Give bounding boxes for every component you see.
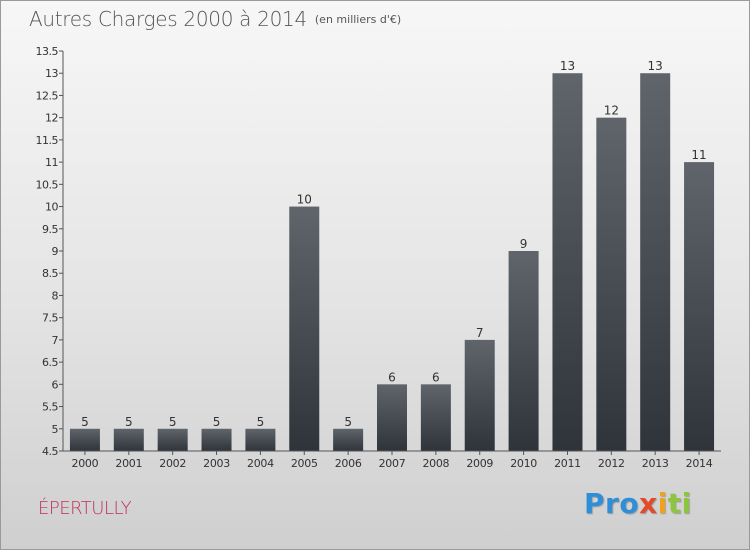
x-tick-label: 2001 — [115, 457, 142, 470]
bar-value-label: 6 — [388, 370, 396, 384]
x-tick-label: 2013 — [642, 457, 669, 470]
bar-value-label: 5 — [125, 415, 133, 429]
bar-value-label: 5 — [81, 415, 89, 429]
bar — [333, 428, 364, 451]
x-tick-label: 2011 — [554, 457, 581, 470]
bar — [377, 384, 407, 451]
bar — [289, 206, 320, 451]
bar-value-label: 13 — [560, 59, 575, 73]
y-tick-label: 11.5 — [36, 134, 59, 147]
y-tick-label: 9 — [52, 245, 59, 258]
bar-value-label: 5 — [344, 415, 352, 429]
y-tick-label: 5 — [52, 423, 59, 436]
y-tick-label: 9.5 — [42, 223, 58, 236]
chart-subtitle: (en milliers d'€) — [314, 13, 402, 26]
x-tick-label: 2003 — [203, 457, 230, 470]
logo-letter: P — [584, 487, 606, 520]
x-tick-label: 2007 — [379, 457, 406, 470]
chart-title: Autres Charges 2000 à 2014 — [29, 7, 307, 31]
x-tick-label: 2012 — [598, 457, 625, 470]
logo-letter: x — [639, 487, 658, 520]
proxiti-logo: Proxiti — [584, 487, 692, 520]
x-tick-label: 2000 — [72, 457, 99, 470]
x-tick-label: 2014 — [686, 457, 713, 470]
y-tick-label: 10 — [45, 201, 58, 214]
bar — [508, 251, 539, 451]
bar — [69, 428, 100, 451]
y-tick-label: 6.5 — [42, 356, 58, 369]
y-tick-label: 12.5 — [36, 89, 59, 102]
y-tick-label: 10.5 — [36, 178, 59, 191]
y-tick-label: 11 — [45, 156, 58, 169]
logo-letter: r — [605, 487, 620, 520]
y-tick-label: 5.5 — [42, 401, 58, 414]
bar — [684, 162, 715, 451]
y-tick-label: 12 — [45, 112, 58, 125]
y-tick-label: 6 — [52, 378, 59, 391]
x-tick-label: 2008 — [422, 457, 449, 470]
bar-value-label: 13 — [648, 59, 663, 73]
bar — [552, 73, 583, 451]
logo-letter: i — [657, 487, 668, 520]
bar — [157, 428, 188, 451]
y-tick-label: 13 — [45, 67, 58, 80]
bar-value-label: 5 — [213, 415, 221, 429]
bar — [420, 384, 451, 451]
y-tick-label: 7.5 — [42, 312, 58, 325]
bar — [201, 428, 232, 451]
y-tick-label: 8.5 — [42, 267, 58, 280]
y-tick-label: 4.5 — [42, 445, 58, 458]
bar-value-label: 9 — [520, 237, 528, 251]
bar-value-label: 10 — [297, 193, 312, 207]
x-tick-label: 2004 — [247, 457, 274, 470]
logo-letter: t — [667, 487, 682, 520]
x-tick-label: 2006 — [335, 457, 362, 470]
commune-name: ÉPERTULLY — [38, 498, 132, 519]
x-tick-label: 2010 — [510, 457, 537, 470]
bar-value-label: 12 — [604, 104, 619, 118]
y-tick-label: 13.5 — [36, 45, 59, 58]
logo-letter: i — [681, 487, 692, 520]
bar — [640, 73, 671, 451]
bar-value-label: 6 — [432, 370, 440, 384]
chart-title-block: Autres Charges 2000 à 2014 (en milliers d… — [29, 7, 401, 31]
x-tick-label: 2009 — [466, 457, 493, 470]
x-tick-label: 2005 — [291, 457, 318, 470]
bar-value-label: 7 — [476, 326, 484, 340]
y-tick-label: 7 — [52, 334, 59, 347]
bar — [596, 117, 627, 452]
bar — [245, 428, 276, 451]
y-tick-label: 8 — [52, 289, 59, 302]
logo-letter: o — [619, 487, 640, 520]
y-axis: 4.5 5 5.5 6 6.5 7 7.5 8 8.5 9 9.5 10 10.5 11 11.5 12 12.… — [36, 45, 64, 458]
bar-value-label: 5 — [169, 415, 177, 429]
x-axis: 2000 2001 2002 2003 2004 2005 2006 2007 2008 2009… — [63, 450, 721, 470]
bar-value-label: 5 — [257, 415, 265, 429]
bar-value-label: 11 — [691, 148, 706, 162]
bar — [113, 428, 144, 451]
x-tick-label: 2002 — [159, 457, 186, 470]
bar — [464, 339, 495, 451]
bars: 5 5 5 5 5 10 5 6 6 7 9 13 12 13 11 — [69, 59, 715, 452]
